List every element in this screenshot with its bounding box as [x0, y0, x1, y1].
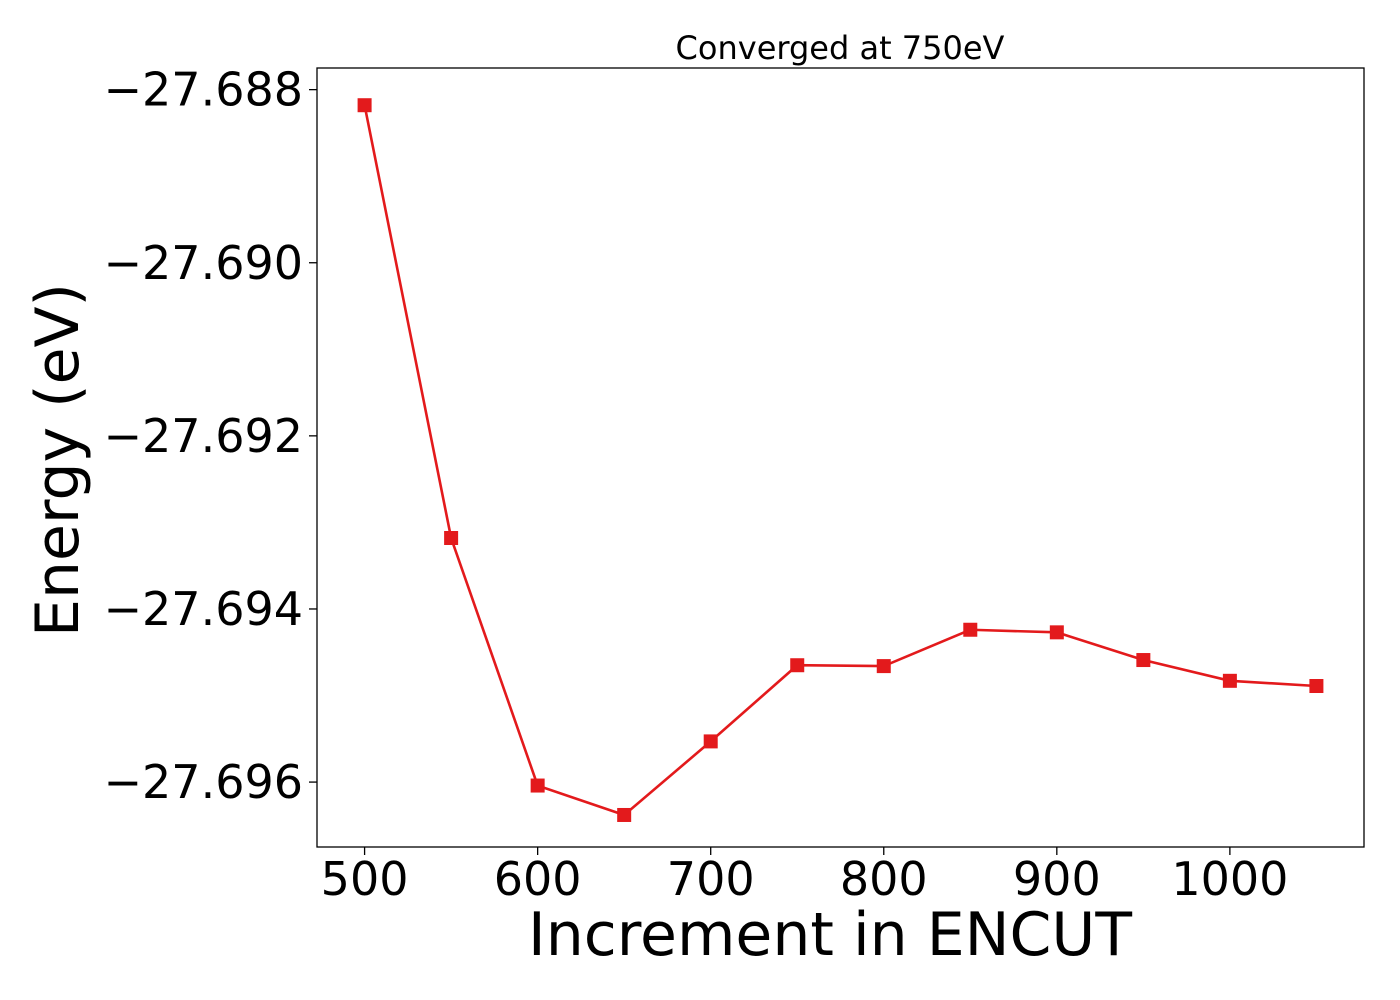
data-point-marker	[876, 659, 891, 674]
y-tick-label: −27.696	[104, 755, 304, 809]
data-point-marker	[963, 622, 978, 637]
x-tick-label: 900	[1013, 852, 1101, 906]
data-point-marker	[703, 734, 718, 749]
y-tick-label: −27.692	[104, 409, 304, 463]
data-point-marker	[790, 658, 805, 673]
energy-series-line	[363, 104, 1317, 817]
x-tick-label: 600	[494, 852, 582, 906]
data-point-marker	[1136, 653, 1151, 668]
plot-frame	[316, 67, 1365, 848]
data-point-marker	[530, 778, 545, 793]
x-axis-label: Increment in ENCUT	[528, 900, 1132, 970]
data-point-marker	[1309, 679, 1324, 694]
x-tick-label: 500	[321, 852, 409, 906]
y-axis-ticks: −27.688 −27.690 −27.692 −27.694 −27.696	[104, 63, 317, 809]
y-tick-label: −27.694	[104, 582, 304, 636]
y-tick-label: −27.690	[104, 236, 304, 290]
y-axis-label: Energy (eV)	[23, 283, 93, 637]
data-point-marker	[444, 530, 459, 545]
x-axis-ticks: 500 600 700 800 900 1000	[321, 847, 1288, 906]
x-tick-label: 800	[840, 852, 928, 906]
data-point-marker	[617, 807, 632, 822]
data-point-marker	[357, 98, 372, 113]
data-point-marker	[1222, 673, 1237, 688]
x-tick-label: 700	[667, 852, 755, 906]
y-tick-label: −27.688	[104, 63, 304, 117]
energy-series-markers	[357, 98, 1324, 822]
data-point-marker	[1049, 625, 1064, 640]
x-tick-label: 1000	[1171, 852, 1288, 906]
chart-title: Converged at 750eV	[676, 29, 1005, 67]
